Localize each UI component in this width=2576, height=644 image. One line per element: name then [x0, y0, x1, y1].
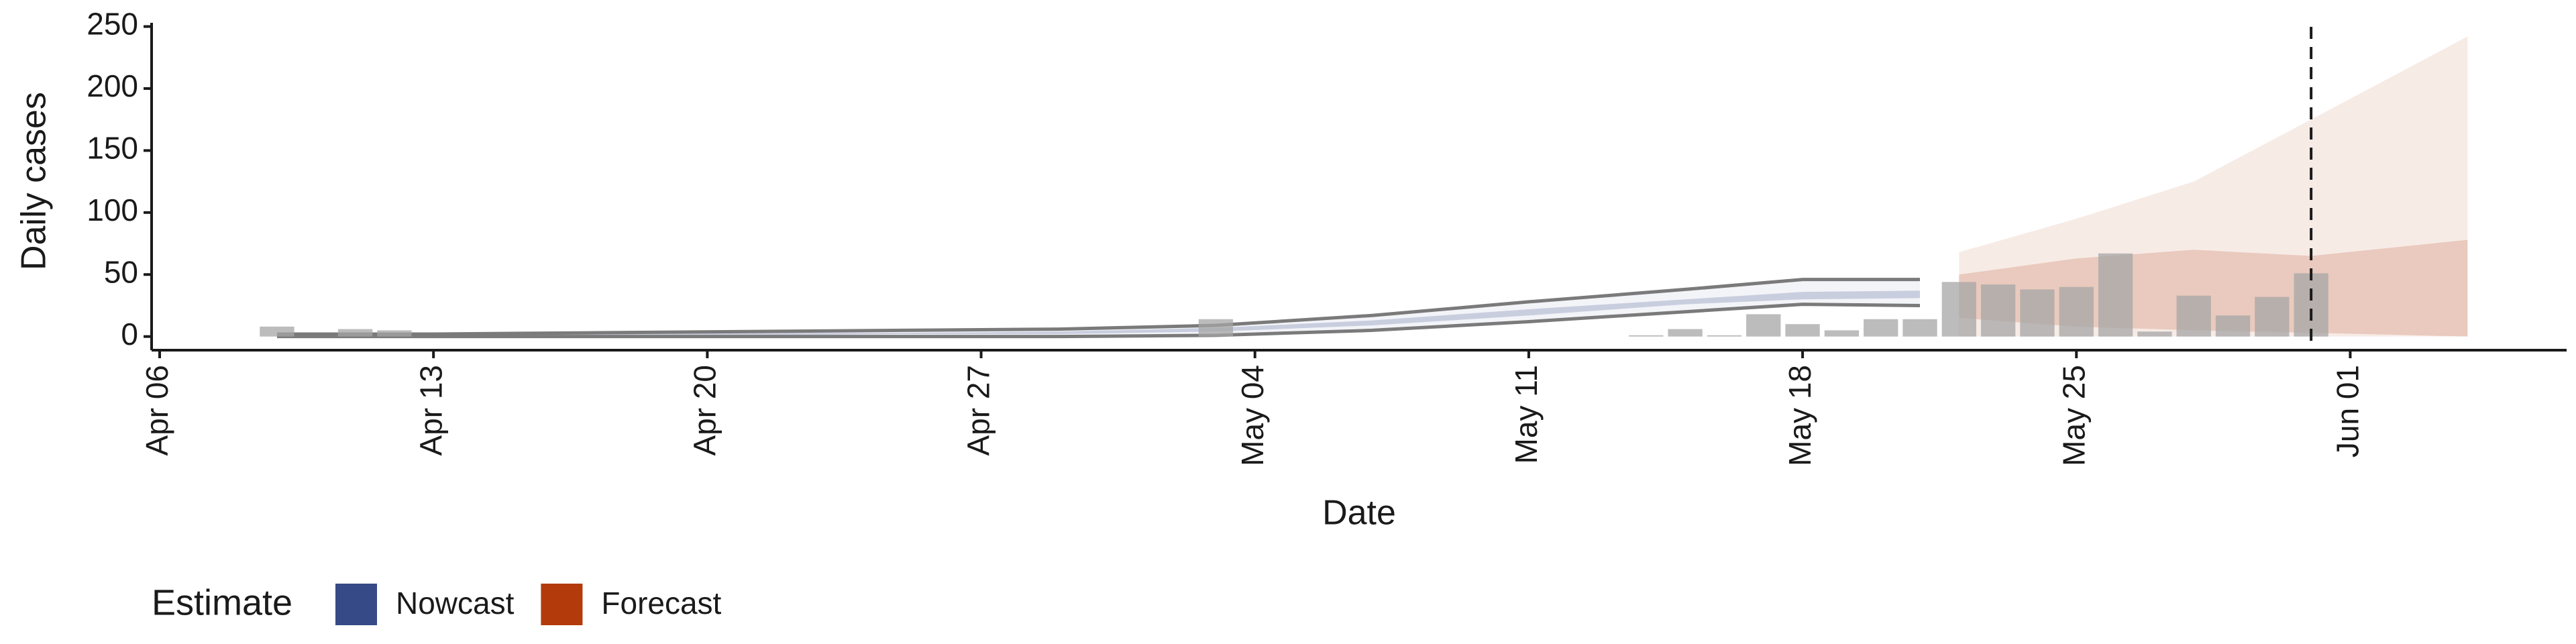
bar	[2255, 297, 2290, 337]
legend-label: Forecast	[601, 586, 721, 621]
bar	[1824, 330, 1860, 337]
x-tick-label: Jun 01	[2330, 365, 2365, 458]
bar	[1668, 329, 1703, 337]
bar	[2215, 315, 2251, 337]
y-tick-label: 50	[104, 254, 138, 289]
x-tick-label: May 25	[2056, 365, 2091, 466]
legend-title: Estimate	[152, 582, 292, 623]
bar	[1746, 314, 1781, 337]
bar	[1902, 319, 1937, 337]
bar	[2137, 331, 2172, 337]
legend-label: Nowcast	[396, 586, 515, 621]
x-tick-label: Apr 20	[688, 365, 722, 456]
bar	[2294, 273, 2328, 337]
y-tick-label: 150	[87, 131, 138, 166]
outer-band	[1959, 36, 2468, 337]
y-tick-label: 100	[87, 193, 138, 227]
inner-band	[276, 290, 1921, 335]
bar	[377, 330, 412, 337]
y-tick-label: 250	[87, 7, 138, 42]
x-tick-label: Apr 06	[140, 365, 174, 456]
y-axis-title: Daily cases	[15, 92, 54, 270]
bar	[1980, 284, 2016, 337]
band-edge	[276, 278, 1921, 336]
x-axis-title: Date	[1322, 494, 1396, 533]
bar	[2059, 286, 2094, 337]
bar	[2098, 253, 2133, 337]
legend-swatch	[335, 584, 377, 625]
bar	[1198, 319, 1234, 337]
x-tick-label: Apr 13	[413, 365, 448, 456]
bar	[337, 329, 373, 337]
x-tick-label: May 18	[1782, 365, 1817, 466]
x-tick-label: Apr 27	[961, 365, 996, 456]
y-tick-label: 0	[121, 317, 138, 352]
x-tick-label: May 04	[1235, 365, 1270, 466]
bar	[260, 326, 294, 337]
bar	[1864, 319, 1898, 337]
bar	[1707, 335, 1742, 337]
y-tick-label: 200	[87, 68, 138, 103]
bar	[2020, 289, 2055, 337]
bar	[1941, 282, 1976, 337]
legend-swatch	[541, 584, 583, 625]
bar	[2176, 295, 2211, 337]
band-edge	[276, 303, 1921, 339]
bar	[1629, 335, 1664, 337]
bar	[1785, 324, 1820, 337]
x-tick-label: May 11	[1509, 365, 1544, 464]
